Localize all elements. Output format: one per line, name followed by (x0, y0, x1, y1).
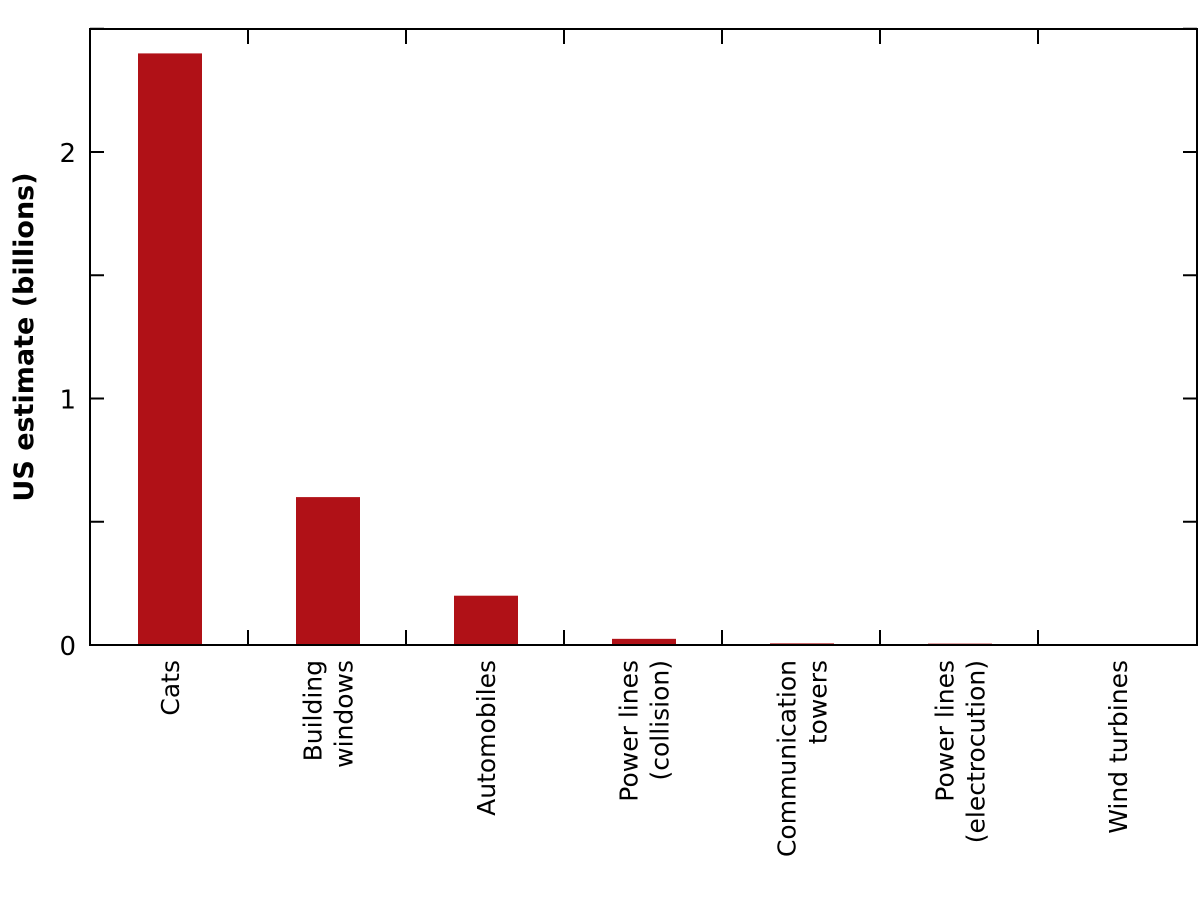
x-category-label-line: Building (299, 660, 328, 761)
x-category-label-line: Power lines (931, 660, 960, 802)
bar-building-windows (296, 497, 360, 645)
x-category-label: Communication towers (773, 660, 833, 857)
y-tick-label: 1 (59, 386, 76, 416)
x-category-label: Cats (156, 660, 185, 716)
bar-automobiles (454, 595, 518, 645)
x-category-label: Building windows (299, 660, 359, 768)
x-category-label: Power lines (electrocution) (931, 660, 991, 843)
x-category-label: Automobiles (472, 660, 501, 816)
x-category-label-line: Cats (156, 660, 185, 716)
x-category-label-line: (collision) (646, 660, 675, 781)
bar-power-lines-collision (612, 638, 676, 645)
x-category-labels: Cats Building windows Automobiles Power line… (156, 660, 1133, 857)
plot-frame (89, 28, 1198, 646)
axes-group (89, 27, 1198, 646)
y-tick-label: 0 (59, 632, 76, 662)
x-category-label: Power lines (collision) (615, 660, 675, 802)
y-axis-label: US estimate (billions) (9, 172, 40, 501)
x-category-label-line: Communication (773, 660, 802, 857)
x-category-label-line: Wind turbines (1104, 660, 1133, 834)
x-category-label-line: (electrocution) (962, 660, 991, 843)
bar-cats (138, 53, 202, 645)
x-category-label-line: Automobiles (472, 660, 501, 816)
x-category-label-line: Power lines (615, 660, 644, 802)
y-tick-labels: 0 1 2 (59, 139, 76, 662)
x-category-label-line: windows (330, 660, 359, 768)
bars-group (138, 53, 1150, 645)
x-category-label-line: towers (804, 660, 833, 744)
y-tick-label: 2 (59, 139, 76, 169)
x-category-label: Wind turbines (1104, 660, 1133, 834)
